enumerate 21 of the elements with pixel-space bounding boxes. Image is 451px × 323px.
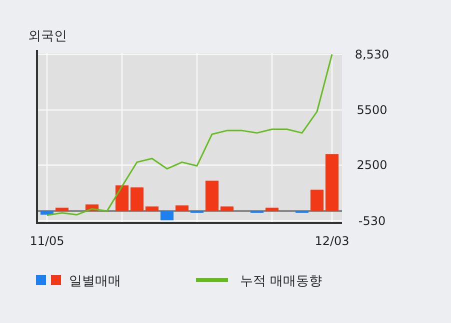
bar bbox=[206, 180, 218, 212]
legend-label: 일별매매 bbox=[69, 274, 121, 289]
bar bbox=[56, 208, 68, 212]
legend-label: 누적 매매동향 bbox=[240, 274, 322, 289]
bar bbox=[130, 187, 144, 212]
x-tick-label: 11/05 bbox=[30, 234, 64, 248]
line-series bbox=[46, 54, 333, 216]
bar bbox=[326, 154, 338, 212]
bar bbox=[220, 206, 234, 212]
y-tick-label: 5500 bbox=[356, 102, 388, 117]
bar bbox=[266, 208, 278, 212]
bar bbox=[160, 211, 174, 220]
bar bbox=[310, 190, 324, 212]
bar bbox=[146, 206, 158, 212]
x-tick-label: 12/03 bbox=[314, 234, 350, 248]
y-tick-label: 8,530 bbox=[354, 47, 390, 62]
y-tick-label: -530 bbox=[358, 214, 386, 228]
bar bbox=[116, 185, 128, 212]
y-tick-label: 2500 bbox=[356, 158, 388, 172]
bar bbox=[176, 205, 188, 212]
chart-title: 외국인 bbox=[28, 29, 67, 44]
